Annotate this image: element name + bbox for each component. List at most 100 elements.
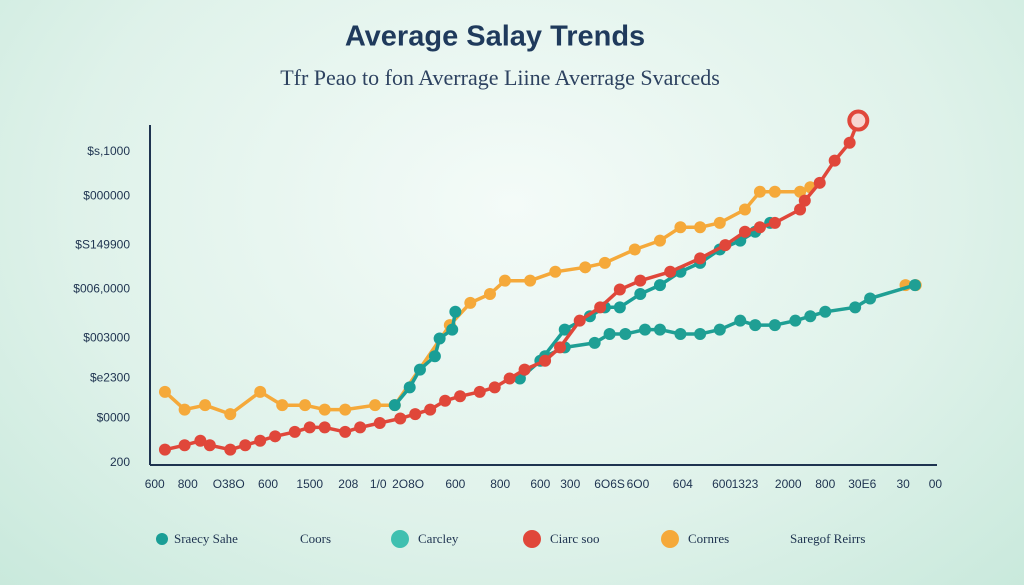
y-tick-label: $006,0000 bbox=[73, 282, 130, 296]
data-point bbox=[828, 154, 841, 167]
data-point bbox=[239, 439, 252, 452]
legend-swatch bbox=[523, 530, 541, 548]
data-point bbox=[613, 301, 626, 314]
x-tick-label: 00 bbox=[929, 477, 943, 491]
legend-label: Carcley bbox=[418, 531, 459, 546]
data-point bbox=[339, 425, 352, 438]
x-tick-label: 600 bbox=[712, 477, 732, 491]
data-point bbox=[634, 288, 647, 300]
data-point bbox=[373, 416, 386, 429]
data-point bbox=[734, 314, 747, 327]
data-point bbox=[454, 390, 467, 403]
chart-title: Average Salay Trends bbox=[345, 21, 645, 53]
data-point bbox=[446, 323, 459, 336]
data-point bbox=[588, 336, 601, 349]
data-point bbox=[794, 203, 807, 216]
series-line bbox=[163, 118, 861, 452]
data-point bbox=[789, 314, 802, 327]
data-point bbox=[628, 243, 641, 256]
data-point bbox=[674, 221, 687, 234]
y-tick-label: $S149900 bbox=[75, 237, 130, 251]
y-tick-label: $003000 bbox=[83, 331, 130, 345]
data-point bbox=[694, 328, 707, 341]
data-point bbox=[524, 274, 537, 287]
x-tick-label: 2000 bbox=[775, 477, 802, 491]
data-point bbox=[369, 399, 382, 412]
x-tick-label: 1500 bbox=[296, 477, 323, 491]
data-point bbox=[354, 421, 367, 434]
x-tick-label: 800 bbox=[490, 477, 510, 491]
data-point bbox=[749, 319, 762, 332]
data-point bbox=[613, 283, 626, 296]
data-point bbox=[254, 434, 267, 447]
series-line bbox=[163, 185, 918, 416]
data-point bbox=[573, 314, 586, 327]
data-point bbox=[847, 109, 870, 132]
data-point bbox=[549, 265, 562, 278]
data-point bbox=[864, 292, 877, 305]
legend-label: Saregof Reirrs bbox=[790, 531, 865, 546]
series-line bbox=[543, 283, 917, 359]
data-point bbox=[403, 381, 416, 394]
x-tick-label: 600 bbox=[445, 477, 465, 491]
data-point bbox=[203, 439, 216, 452]
legend-swatch bbox=[156, 533, 168, 545]
data-point bbox=[713, 216, 726, 229]
data-point bbox=[433, 332, 446, 345]
x-tick-label: 800 bbox=[178, 477, 198, 491]
data-point bbox=[178, 403, 191, 416]
data-point bbox=[639, 323, 652, 336]
data-point bbox=[579, 261, 592, 274]
data-point bbox=[224, 443, 237, 456]
data-point bbox=[449, 305, 462, 318]
data-point bbox=[224, 408, 237, 421]
data-point bbox=[464, 296, 477, 309]
data-point bbox=[768, 185, 781, 198]
x-tick-label: O38O bbox=[213, 477, 245, 491]
data-point bbox=[303, 421, 316, 434]
data-point bbox=[753, 185, 766, 198]
data-point bbox=[768, 216, 781, 229]
data-point bbox=[719, 239, 732, 252]
data-point bbox=[653, 323, 666, 336]
legend-swatch bbox=[661, 530, 679, 548]
y-tick-label: $s,1000 bbox=[87, 144, 130, 158]
data-point bbox=[424, 403, 437, 416]
data-point bbox=[594, 301, 607, 314]
legend-label: Sraecy Sahe bbox=[174, 531, 238, 546]
data-point bbox=[674, 328, 687, 341]
data-point bbox=[339, 403, 352, 416]
legend-swatch bbox=[391, 530, 409, 548]
data-point bbox=[804, 310, 817, 323]
data-point bbox=[518, 363, 531, 376]
data-point bbox=[158, 443, 171, 456]
y-tick-label: $e2300 bbox=[90, 371, 130, 385]
data-point bbox=[653, 234, 666, 247]
legend-label: Coors bbox=[300, 531, 331, 546]
data-point bbox=[158, 385, 171, 398]
data-point bbox=[254, 385, 267, 398]
chart-subtitle: Tfr Peao to fon Averrage Liine Averrage … bbox=[280, 65, 720, 90]
data-point bbox=[498, 274, 511, 287]
data-point bbox=[288, 425, 301, 438]
data-point bbox=[908, 279, 921, 292]
data-point bbox=[503, 372, 516, 385]
data-point bbox=[738, 225, 751, 238]
data-point bbox=[428, 350, 441, 363]
data-point bbox=[318, 403, 331, 416]
y-tick-label: $0000 bbox=[97, 411, 131, 425]
data-point bbox=[483, 288, 496, 300]
data-point bbox=[849, 301, 862, 314]
data-point bbox=[798, 194, 811, 207]
x-tick-label: 2O8O bbox=[392, 477, 424, 491]
data-point bbox=[554, 341, 567, 354]
x-tick-label: 1323 bbox=[732, 477, 759, 491]
legend-label: Cornres bbox=[688, 531, 729, 546]
data-point bbox=[813, 176, 826, 189]
data-point bbox=[413, 363, 426, 376]
data-point bbox=[694, 221, 707, 234]
x-tick-label: 604 bbox=[673, 477, 693, 491]
data-point bbox=[439, 394, 452, 407]
data-point bbox=[843, 136, 856, 149]
